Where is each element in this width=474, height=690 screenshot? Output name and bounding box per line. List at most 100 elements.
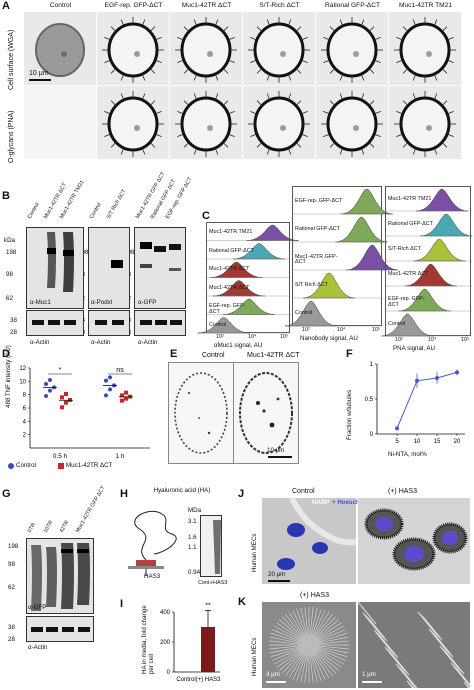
panel-d-letter: D bbox=[2, 348, 10, 360]
panel-d-point-muc1-0-0 bbox=[60, 405, 64, 410]
panel-a-micrograph-r1-c6 bbox=[389, 12, 461, 85]
membrane bbox=[128, 566, 164, 569]
panel-c-col1-peak-1 bbox=[233, 243, 286, 260]
blot-gfp-bands bbox=[140, 242, 181, 271]
panel-a-col-header-1: EGF-rep. GFP-ΔCT bbox=[104, 2, 163, 9]
panel-i-ytick-1: 200 bbox=[160, 640, 171, 646]
blot-g-actin-bands bbox=[31, 627, 90, 632]
panel-c-col3-peak-1 bbox=[420, 213, 473, 237]
panel-a-micrograph-r1-c2 bbox=[97, 12, 169, 85]
panel-c-col2-frame: EGF-rep. GFP-ΔCT Rational GFP-ΔCT Muc1-42T… bbox=[284, 186, 399, 327]
blot-gfp-actin bbox=[134, 310, 186, 336]
panel-e-control-cell bbox=[174, 372, 228, 454]
panel-e-title2: Muc1-42TR ΔCT bbox=[247, 352, 300, 359]
panel-j-legend-b: + Hoescht bbox=[332, 499, 362, 506]
panel-c-col1-peak-4 bbox=[222, 298, 276, 315]
panel-d-point-muc1-0-1 bbox=[64, 400, 68, 405]
panel-e-title1: Control bbox=[202, 352, 225, 359]
panel-a-cell-outline-r2-c1 bbox=[24, 86, 96, 159]
panel-f-xtick-2: 15 bbox=[434, 439, 441, 445]
panel-c-col2-label-3: S/T Rich ΔCT bbox=[295, 281, 328, 288]
panel-c-col2-label-2: Muc1-42TR GFP-ΔCT bbox=[295, 253, 338, 265]
panel-c-col3-label-3: Muc1-42TR ΔCT bbox=[388, 271, 429, 278]
panel-c-col1-peak-5 bbox=[197, 317, 250, 334]
panel-b-kda: kDa bbox=[4, 237, 16, 244]
panel-a-micrograph-r2-c2 bbox=[97, 86, 169, 159]
panel-k-scale2-label: 1 μm bbox=[362, 671, 376, 678]
panel-j-scalebar bbox=[268, 580, 290, 582]
panel-f-ytick-2: 1 bbox=[370, 362, 374, 368]
panel-f-letter: F bbox=[346, 348, 353, 360]
panel-c-col3-tick-2: 10⁵ bbox=[461, 337, 470, 343]
panel-h-letter: H bbox=[120, 488, 128, 500]
panel-k-side: Human MECs bbox=[251, 637, 258, 676]
panel-c-col3-label-5: Control bbox=[388, 321, 406, 328]
panel-f-xtick-0: 5 bbox=[395, 439, 399, 445]
panel-e-letter: E bbox=[170, 348, 178, 360]
panel-c-col1-peak-2 bbox=[210, 261, 263, 278]
blot-muc1 bbox=[26, 227, 84, 309]
panel-c-col1-label-4: EGF-rep. GFP-ΔCT bbox=[209, 303, 246, 315]
panel-f-point-3 bbox=[455, 370, 459, 375]
panel-d-point-control-0-0 bbox=[44, 394, 48, 398]
panel-a-cell-outline-r1-c5 bbox=[321, 17, 383, 83]
panel-g-lane-3: Muc1-42TR GFP ΔCT bbox=[74, 485, 107, 534]
panel-g-mw-3: 38 bbox=[8, 624, 15, 631]
panel-a-row2-label: O-glycans (PNA) bbox=[8, 110, 15, 163]
panel-c-col1-label-1: Rational GFP-ΔCT bbox=[209, 247, 254, 254]
panel-f-chart: 00.515 10 15 20 bbox=[365, 362, 465, 445]
legend-control-label: Control bbox=[16, 462, 36, 469]
panel-g-mw-0: 198 bbox=[8, 543, 19, 550]
panel-b-ab3: α-GFP bbox=[138, 299, 157, 306]
panel-f-xtick-3: 20 bbox=[454, 439, 461, 445]
panel-f-xlabel: Ni-NTA, mol% bbox=[388, 451, 427, 458]
panel-d-ytick-0: 2 bbox=[23, 433, 27, 439]
panel-c-col2-histograms bbox=[284, 188, 399, 327]
panel-a-scalebar-label: 10 μm bbox=[29, 70, 49, 77]
panel-c-col2-tick-1: 10⁴ bbox=[337, 327, 346, 333]
panel-g-mw-2: 62 bbox=[8, 584, 15, 591]
panel-k-sem-image-2 bbox=[358, 602, 470, 688]
panel-f-line bbox=[396, 371, 458, 429]
blot-podxl-bands bbox=[111, 260, 123, 268]
panel-f-point-2 bbox=[435, 376, 439, 380]
panel-c-letter: C bbox=[202, 210, 210, 222]
panel-a-row1-label: Cell surface (WGA) bbox=[8, 29, 15, 90]
panel-c-col3-label-0: Muc1-42TR TM21 bbox=[388, 196, 432, 203]
panel-c-col2-label-0: EGF-rep. GFP-ΔCT bbox=[295, 197, 343, 204]
panel-d-ytick-5: 12 bbox=[19, 366, 26, 372]
panel-c-col1-label-5: Control bbox=[209, 321, 227, 328]
panel-e-scalebar-label: 10 μm bbox=[267, 447, 285, 454]
actin-bands-1 bbox=[32, 320, 76, 325]
panel-e-muc1-image bbox=[233, 362, 299, 464]
panel-a-cell-outline-r1-c1 bbox=[35, 23, 85, 77]
panel-h-mda: MDa bbox=[188, 507, 202, 514]
panel-j-scalebar-label: 20 μm bbox=[268, 571, 286, 578]
panel-c-col2-tick-0: 10² bbox=[302, 327, 310, 333]
panel-c-col3-peak-4 bbox=[398, 288, 451, 312]
panel-h-mw-0: 3.1 bbox=[188, 518, 197, 525]
panel-c-col1-tick-1: 10⁴ bbox=[248, 334, 257, 340]
panel-d-group-1: 1 h bbox=[116, 453, 125, 460]
blot-ha-gel bbox=[200, 515, 222, 577]
panel-d-point-muc1-1-4 bbox=[124, 390, 128, 395]
panel-a-cell-outline-r1-c3 bbox=[175, 17, 237, 83]
panel-h-mw-1: 1.6 bbox=[188, 534, 197, 541]
panel-h-title: Hyaluronic acid (HA) bbox=[153, 487, 211, 494]
panel-c-col1-label-2: Muc1-42TR ΔCT bbox=[209, 266, 250, 273]
blot-gfp bbox=[134, 227, 186, 309]
panel-a-col-header-5: Muc1-42TR TM21 bbox=[398, 2, 452, 9]
panel-a-cell-outline-r2-c5 bbox=[321, 91, 383, 157]
panel-k-scalebar1 bbox=[266, 681, 286, 683]
panel-c-col1-histograms bbox=[197, 224, 299, 334]
panel-j-has3-cells bbox=[364, 508, 468, 571]
panel-f-ytick-0: 0 bbox=[370, 432, 374, 438]
panel-c-col1-peak-0 bbox=[246, 224, 299, 241]
panel-c-col1-tick-2: 10⁵ bbox=[280, 334, 289, 340]
panel-c-col2-label-4: Control bbox=[295, 309, 313, 316]
blot-podxl bbox=[88, 227, 130, 309]
blot-muc1-actin bbox=[26, 310, 84, 336]
panel-g-ab1: α-GFP bbox=[28, 604, 47, 611]
panel-c-col2-label-1: Rational GFP-ΔCT bbox=[295, 225, 340, 232]
panel-g-mw-1: 98 bbox=[8, 561, 15, 568]
